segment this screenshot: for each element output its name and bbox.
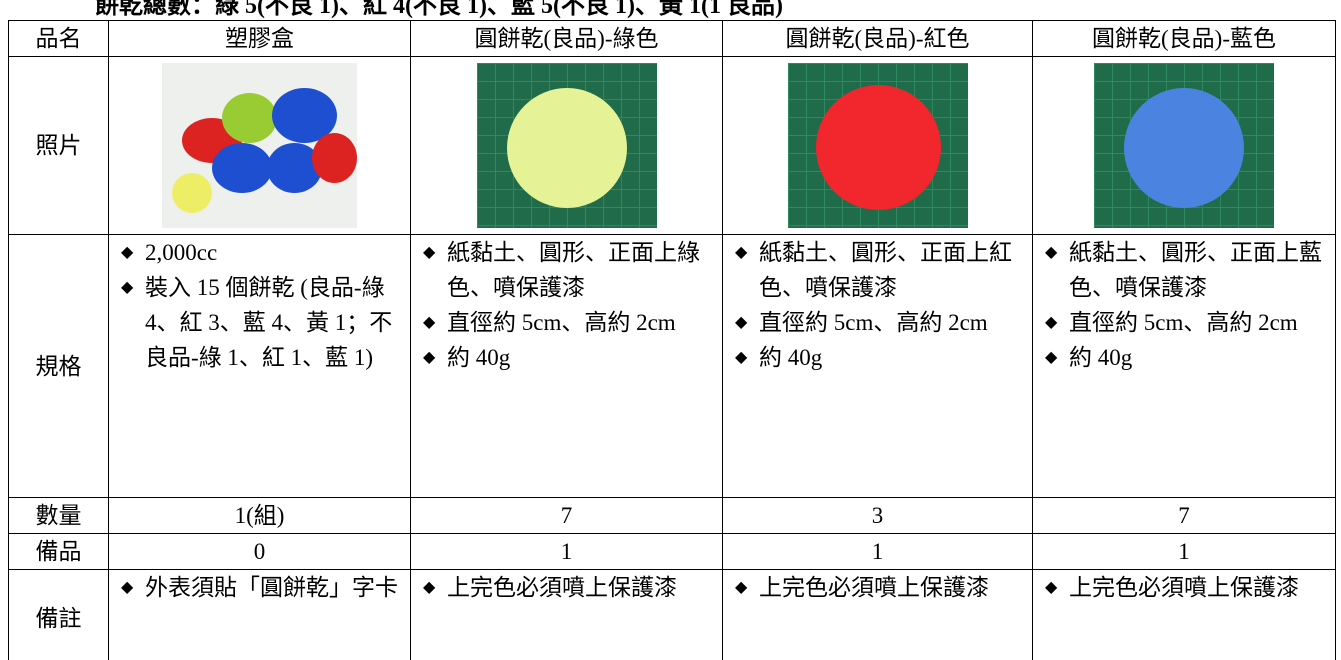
- spec-cell: 紙黏土、圓形、正面上藍色、噴保護漆直徑約 5cm、高約 2cm約 40g: [1032, 234, 1336, 498]
- bullet-list: 紙黏土、圓形、正面上藍色、噴保護漆直徑約 5cm、高約 2cm約 40g: [1041, 235, 1327, 375]
- remark-cell: 外表須貼「圓餅乾」字卡: [108, 569, 411, 660]
- photo-red: [787, 63, 968, 228]
- photo-cell: [410, 56, 723, 235]
- photo-cell: [1032, 56, 1336, 235]
- spec-cell: 紙黏土、圓形、正面上綠色、噴保護漆直徑約 5cm、高約 2cm約 40g: [410, 234, 723, 498]
- spec-row: 規格2,000cc裝入 15 個餅乾 (良品-綠 4、紅 3、藍 4、黃 1；不…: [8, 234, 1336, 498]
- bullet-list: 外表須貼「圓餅乾」字卡: [117, 570, 402, 605]
- header-cell: 圓餅乾(良品)-綠色: [410, 20, 723, 57]
- bullet-item: 紙黏土、圓形、正面上綠色、噴保護漆: [419, 235, 714, 305]
- bullet-item: 直徑約 5cm、高約 2cm: [1041, 305, 1327, 340]
- remark-cell: 上完色必須噴上保護漆: [410, 569, 723, 660]
- bullet-item: 外表須貼「圓餅乾」字卡: [117, 570, 402, 605]
- photo-box: [162, 63, 357, 228]
- header-cell: 圓餅乾(良品)-藍色: [1032, 20, 1336, 57]
- quantity-cell: 3: [722, 497, 1033, 534]
- bullet-item: 約 40g: [1041, 340, 1327, 375]
- bullet-list: 紙黏土、圓形、正面上紅色、噴保護漆直徑約 5cm、高約 2cm約 40g: [731, 235, 1024, 375]
- photo-row: 照片: [8, 56, 1336, 235]
- bullet-list: 上完色必須噴上保護漆: [1041, 570, 1327, 605]
- spare-cell: 1: [722, 533, 1033, 570]
- bullet-item: 紙黏土、圓形、正面上紅色、噴保護漆: [731, 235, 1024, 305]
- row-label: 備註: [8, 569, 109, 660]
- row-label: 照片: [8, 56, 109, 235]
- bullet-item: 約 40g: [419, 340, 714, 375]
- bullet-list: 紙黏土、圓形、正面上綠色、噴保護漆直徑約 5cm、高約 2cm約 40g: [419, 235, 714, 375]
- row-label: 備品: [8, 533, 109, 570]
- bullet-item: 上完色必須噴上保護漆: [731, 570, 1024, 605]
- spare-cell: 1: [410, 533, 723, 570]
- header-cell: 品名: [8, 20, 109, 57]
- top-line: 餅乾總數：綠 5(不良 1)、紅 4(不良 1)、藍 5(不良 1)、黃 1(1…: [95, 0, 783, 19]
- header-cell: 圓餅乾(良品)-紅色: [722, 20, 1033, 57]
- photo-blue: [1094, 63, 1274, 228]
- bullet-item: 裝入 15 個餅乾 (良品-綠 4、紅 3、藍 4、黃 1；不良品-綠 1、紅 …: [117, 270, 402, 375]
- spec-cell: 紙黏土、圓形、正面上紅色、噴保護漆直徑約 5cm、高約 2cm約 40g: [722, 234, 1033, 498]
- photo-cell: [722, 56, 1033, 235]
- bullet-item: 2,000cc: [117, 235, 402, 270]
- photo-cell: [108, 56, 411, 235]
- bullet-item: 直徑約 5cm、高約 2cm: [419, 305, 714, 340]
- bullet-item: 紙黏土、圓形、正面上藍色、噴保護漆: [1041, 235, 1327, 305]
- remark-cell: 上完色必須噴上保護漆: [1032, 569, 1336, 660]
- remark-cell: 上完色必須噴上保護漆: [722, 569, 1033, 660]
- header-cell: 塑膠盒: [108, 20, 411, 57]
- spare-row: 備品 0 1 1 1: [8, 533, 1336, 570]
- quantity-cell: 7: [1032, 497, 1336, 534]
- quantity-cell: 7: [410, 497, 723, 534]
- spare-cell: 0: [108, 533, 411, 570]
- bullet-item: 上完色必須噴上保護漆: [1041, 570, 1327, 605]
- spare-cell: 1: [1032, 533, 1336, 570]
- row-label: 數量: [8, 497, 109, 534]
- bullet-list: 上完色必須噴上保護漆: [419, 570, 714, 605]
- header-row: 品名 塑膠盒 圓餅乾(良品)-綠色 圓餅乾(良品)-紅色 圓餅乾(良品)-藍色: [8, 20, 1336, 57]
- photo-green: [476, 63, 657, 228]
- quantity-row: 數量 1(組) 7 3 7: [8, 497, 1336, 534]
- bullet-item: 上完色必須噴上保護漆: [419, 570, 714, 605]
- row-label: 規格: [8, 234, 109, 498]
- spec-table: 品名塑膠盒圓餅乾(良品)-綠色圓餅乾(良品)-紅色圓餅乾(良品)-藍色照片規格2…: [8, 20, 1336, 660]
- bullet-list: 2,000cc裝入 15 個餅乾 (良品-綠 4、紅 3、藍 4、黃 1；不良品…: [117, 235, 402, 375]
- bullet-item: 約 40g: [731, 340, 1024, 375]
- bullet-item: 直徑約 5cm、高約 2cm: [731, 305, 1024, 340]
- remark-row: 備註外表須貼「圓餅乾」字卡上完色必須噴上保護漆上完色必須噴上保護漆上完色必須噴上…: [8, 569, 1336, 660]
- bullet-list: 上完色必須噴上保護漆: [731, 570, 1024, 605]
- quantity-cell: 1(組): [108, 497, 411, 534]
- spec-cell: 2,000cc裝入 15 個餅乾 (良品-綠 4、紅 3、藍 4、黃 1；不良品…: [108, 234, 411, 498]
